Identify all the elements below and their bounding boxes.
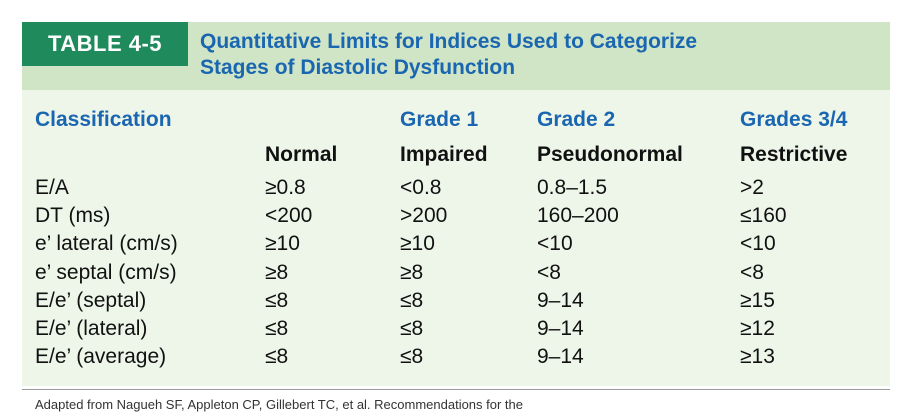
table-cell: ≤8 bbox=[265, 345, 289, 369]
table-cell: ≥13 bbox=[740, 345, 775, 369]
table-cell: ≥10 bbox=[400, 232, 435, 256]
row-label: e’ lateral (cm/s) bbox=[35, 232, 178, 256]
column-header: Restrictive bbox=[740, 143, 848, 166]
footer-rule bbox=[22, 389, 890, 390]
row-label: E/e’ (septal) bbox=[35, 288, 147, 312]
table-cell: ≥10 bbox=[265, 232, 300, 256]
footer-note: Adapted from Nagueh SF, Appleton CP, Gil… bbox=[35, 397, 524, 412]
table-cell: ≥0.8 bbox=[265, 176, 306, 199]
table-cell: ≥8 bbox=[265, 260, 289, 284]
table-cell: <8 bbox=[740, 260, 764, 284]
row-label: E/e’ (lateral) bbox=[35, 317, 148, 340]
column-group-header: Grade 1 bbox=[400, 108, 479, 131]
table-cell: <8 bbox=[537, 260, 561, 284]
table-cell: ≤160 bbox=[740, 204, 787, 228]
table-cell: ≥8 bbox=[400, 260, 424, 284]
table-cell: <0.8 bbox=[400, 176, 442, 199]
table-cell: ≥12 bbox=[740, 317, 775, 340]
table-cell: ≤8 bbox=[265, 317, 289, 340]
table-cell: ≥15 bbox=[740, 288, 775, 312]
table-cell: 9–14 bbox=[537, 317, 584, 340]
table-cell: <10 bbox=[740, 232, 776, 256]
table-cell: <200 bbox=[265, 204, 313, 228]
row-label: e’ septal (cm/s) bbox=[35, 260, 177, 284]
table-cell: 0.8–1.5 bbox=[537, 176, 608, 199]
column-group-header: Grades 3/4 bbox=[740, 108, 848, 131]
table-title: Quantitative Limits for Indices Used to … bbox=[200, 30, 698, 53]
column-group-header: Classification bbox=[35, 108, 172, 131]
row-label: E/e’ (average) bbox=[35, 345, 167, 369]
table-cell: ≤8 bbox=[400, 317, 424, 340]
table-cell: <10 bbox=[537, 232, 573, 256]
table-background bbox=[22, 90, 890, 386]
column-header: Normal bbox=[265, 143, 338, 166]
table-cell: 9–14 bbox=[537, 288, 584, 312]
table-cell: >200 bbox=[400, 204, 448, 228]
table-cell: 9–14 bbox=[537, 345, 584, 369]
row-label: DT (ms) bbox=[35, 204, 111, 228]
table-title: Stages of Diastolic Dysfunction bbox=[200, 56, 516, 79]
table-cell: ≤8 bbox=[265, 288, 289, 312]
column-header: Pseudonormal bbox=[537, 143, 683, 166]
table-cell: >2 bbox=[740, 176, 764, 199]
table-cell: 160–200 bbox=[537, 204, 619, 228]
row-label: E/A bbox=[35, 176, 69, 199]
column-header: Impaired bbox=[400, 143, 488, 166]
table-cell: ≤8 bbox=[400, 288, 424, 312]
table-cell: ≤8 bbox=[400, 345, 424, 369]
table-label: TABLE 4-5 bbox=[22, 22, 188, 66]
column-group-header: Grade 2 bbox=[537, 108, 616, 131]
